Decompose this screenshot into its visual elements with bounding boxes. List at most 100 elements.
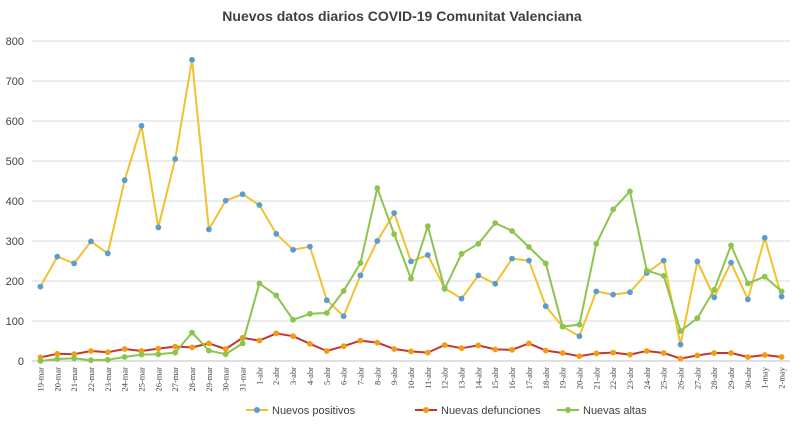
data-point <box>71 355 78 362</box>
data-point <box>239 340 246 347</box>
series-layer <box>37 56 785 364</box>
data-point <box>576 353 583 360</box>
x-tick-label: 20-abr <box>574 367 584 389</box>
data-point <box>643 267 650 274</box>
data-point <box>172 343 179 350</box>
data-point <box>778 293 785 300</box>
legend-item: Nuevas defunciones <box>415 405 541 417</box>
data-point <box>744 280 751 287</box>
data-point <box>340 343 347 350</box>
series-2 <box>37 330 785 362</box>
legend: Nuevos positivos Nuevas defunciones Nuevas… <box>246 405 647 417</box>
y-tick-label: 100 <box>6 316 24 328</box>
data-point <box>643 348 650 354</box>
x-tick-label: 29-abr <box>726 367 736 389</box>
data-point <box>307 243 313 250</box>
y-axis-ticks: 0 100 200 300 400 500 600 700 800 <box>6 36 24 368</box>
data-point <box>711 294 718 301</box>
data-point <box>593 350 600 357</box>
legend-item: Nuevos positivos <box>246 405 356 417</box>
data-point <box>340 313 347 320</box>
x-tick-label: 11-abr <box>423 367 433 389</box>
data-point <box>492 220 499 226</box>
data-point <box>256 202 263 208</box>
data-point <box>559 323 566 330</box>
data-point <box>424 252 431 258</box>
data-point <box>307 340 313 347</box>
data-point <box>694 315 701 322</box>
x-tick-label: 12-abr <box>440 367 450 389</box>
data-point <box>54 253 61 260</box>
data-point <box>610 206 617 213</box>
data-point <box>54 350 61 357</box>
data-point <box>222 346 229 352</box>
data-point <box>627 188 633 195</box>
data-point <box>256 337 263 344</box>
x-tick-label: 16-abr <box>507 367 517 389</box>
data-point <box>458 295 465 302</box>
data-point <box>593 288 600 295</box>
x-tick-label: 6-abr <box>339 367 349 385</box>
series-line <box>40 187 783 362</box>
data-point <box>694 352 701 359</box>
series-line <box>39 58 783 346</box>
x-tick-label: 3-abr <box>288 367 298 385</box>
data-point <box>526 340 532 347</box>
data-point <box>677 328 684 334</box>
x-tick-label: 26-abr <box>676 367 686 389</box>
data-point <box>526 244 532 250</box>
x-tick-label: 19-abr <box>558 367 568 389</box>
data-point <box>492 280 499 287</box>
legend-swatch-marker <box>254 407 260 413</box>
x-tick-label: 24-mar <box>120 367 130 392</box>
x-tick-label: 7-abr <box>355 367 365 385</box>
y-tick-label: 200 <box>6 276 24 288</box>
x-tick-label: 4-abr <box>305 367 315 385</box>
data-point <box>189 344 195 351</box>
x-tick-label: 29-mar <box>204 367 214 392</box>
y-tick-label: 600 <box>6 116 24 128</box>
data-point <box>526 257 532 264</box>
data-point <box>340 288 347 294</box>
data-point <box>694 258 701 265</box>
data-point <box>374 185 381 192</box>
x-tick-label: 31-mar <box>238 367 248 392</box>
data-point <box>205 347 212 354</box>
data-point <box>408 348 414 355</box>
data-point <box>761 352 768 358</box>
data-point <box>121 346 128 352</box>
data-point <box>424 223 431 230</box>
data-point <box>256 280 263 287</box>
x-tick-label: 15-abr <box>490 367 500 389</box>
data-point <box>542 347 549 354</box>
x-tick-label: 1-may <box>760 366 770 388</box>
x-tick-label: 21-mar <box>69 367 79 392</box>
data-point <box>290 246 296 253</box>
data-point <box>441 342 448 348</box>
data-point <box>290 316 296 323</box>
data-point <box>155 351 162 358</box>
data-point <box>441 286 448 292</box>
x-tick-label: 1-abr <box>254 367 264 385</box>
legend-swatch-marker <box>423 407 429 413</box>
data-point <box>138 122 145 129</box>
data-point <box>104 349 111 356</box>
data-point <box>189 56 195 63</box>
y-tick-label: 700 <box>6 76 24 88</box>
x-tick-label: 22-mar <box>86 367 96 392</box>
data-point <box>408 258 414 265</box>
data-point <box>475 272 482 279</box>
data-point <box>205 340 212 347</box>
x-tick-label: 18-abr <box>541 367 551 389</box>
data-point <box>728 259 734 266</box>
data-point <box>509 346 515 353</box>
x-tick-label: 27-mar <box>170 367 180 392</box>
data-point <box>391 346 398 352</box>
x-tick-label: 19-mar <box>35 367 45 392</box>
x-tick-label: 28-abr <box>709 367 719 389</box>
data-point <box>711 350 718 356</box>
data-point <box>357 260 364 266</box>
data-point <box>728 242 734 249</box>
data-point <box>290 333 296 340</box>
